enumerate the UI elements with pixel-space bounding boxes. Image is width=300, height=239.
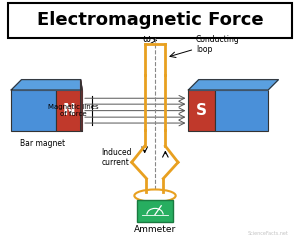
Text: N: N	[62, 103, 75, 118]
Text: Magnetic lines
of force: Magnetic lines of force	[48, 104, 98, 117]
Text: ScienceFacts.net: ScienceFacts.net	[248, 231, 289, 236]
FancyBboxPatch shape	[11, 90, 56, 131]
Text: Conducting
loop: Conducting loop	[196, 34, 239, 54]
Text: ω: ω	[142, 34, 151, 44]
Text: S: S	[196, 103, 207, 118]
FancyBboxPatch shape	[8, 3, 292, 38]
Text: Electromagnetic Force: Electromagnetic Force	[37, 11, 263, 29]
Text: Induced
current: Induced current	[101, 148, 131, 167]
Text: Ammeter: Ammeter	[134, 225, 176, 234]
Polygon shape	[11, 80, 82, 90]
FancyBboxPatch shape	[56, 90, 82, 131]
FancyBboxPatch shape	[137, 200, 173, 222]
FancyBboxPatch shape	[215, 90, 268, 131]
Polygon shape	[188, 80, 278, 90]
Text: Bar magnet: Bar magnet	[20, 139, 65, 148]
FancyBboxPatch shape	[188, 90, 215, 131]
Polygon shape	[81, 80, 82, 131]
